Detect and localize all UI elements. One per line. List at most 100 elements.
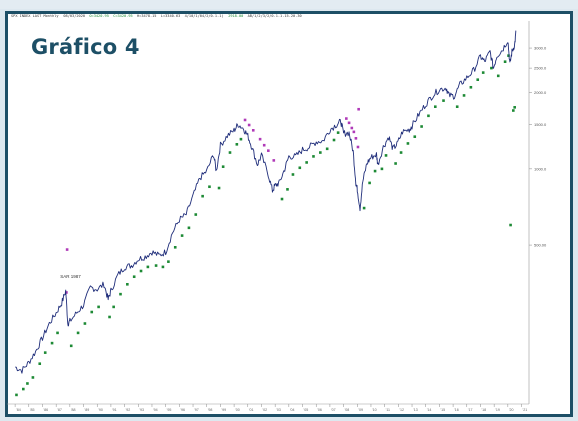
green-dot-44 bbox=[362, 206, 366, 210]
green-dot-2 bbox=[26, 382, 29, 385]
green-dot-51 bbox=[406, 142, 410, 145]
x-tick-label-22: '06 bbox=[317, 408, 322, 412]
y-tick-label-5: 500.00 bbox=[534, 243, 547, 248]
green-dot-28 bbox=[208, 185, 211, 189]
green-dot-22 bbox=[167, 260, 170, 263]
x-tick-label-0: '84 bbox=[16, 408, 21, 412]
x-tick-label-30: '14 bbox=[427, 408, 432, 412]
header-text-8: AB/1/2/3/2/0.1.1.15.20.30 bbox=[248, 14, 302, 18]
green-dot-3 bbox=[31, 376, 35, 379]
x-tick-label-21: '05 bbox=[304, 408, 309, 412]
green-dot-63 bbox=[496, 74, 500, 78]
green-dot-11 bbox=[90, 310, 94, 314]
green-dot-10 bbox=[83, 322, 87, 325]
green-dot-68 bbox=[509, 223, 512, 227]
header-text-1: 08/03/2020 bbox=[63, 14, 85, 18]
magenta-dot-10 bbox=[347, 121, 351, 125]
x-tick-label-20: '04 bbox=[290, 408, 295, 412]
magenta-dot-1 bbox=[65, 291, 68, 294]
green-dot-17 bbox=[132, 275, 136, 279]
y-axis-ticks: 3000.0 2500.0 2000.0 1500.0 1000.0 500.00 bbox=[529, 46, 547, 248]
magenta-dot-15 bbox=[357, 107, 360, 111]
green-dot-26 bbox=[194, 213, 198, 216]
y-tick-label-3: 1500.0 bbox=[534, 122, 547, 127]
header-text-6: 4/10/1/04/2/0.1.1) bbox=[185, 14, 224, 18]
green-dot-27 bbox=[201, 194, 204, 198]
y-tick-label-0: 3000.0 bbox=[534, 46, 547, 51]
green-dot-0 bbox=[15, 393, 18, 397]
x-tick-label-33: '17 bbox=[468, 408, 473, 412]
x-tick-label-31: '15 bbox=[440, 408, 445, 412]
magenta-dot-11 bbox=[350, 126, 354, 130]
green-dot-39 bbox=[312, 155, 315, 158]
green-dot-57 bbox=[455, 105, 459, 108]
green-dot-19 bbox=[146, 265, 150, 269]
green-dot-29 bbox=[217, 186, 221, 190]
x-tick-label-37: '21 bbox=[523, 408, 528, 412]
x-tick-label-12: '96 bbox=[180, 408, 185, 412]
green-dot-35 bbox=[286, 188, 289, 191]
green-dot-13 bbox=[108, 315, 111, 319]
green-dot-32 bbox=[235, 143, 239, 146]
x-tick-label-5: '89 bbox=[85, 408, 90, 412]
header-text-0: SPX INDEX LAST Monthly bbox=[11, 14, 59, 18]
magenta-dot-8 bbox=[272, 159, 276, 162]
chart-canvas: SPX INDEX LAST Monthly 08/03/2020 O=3420.9… bbox=[7, 14, 547, 412]
green-dot-25 bbox=[187, 226, 191, 230]
green-dot-38 bbox=[305, 161, 308, 164]
x-tick-label-13: '97 bbox=[194, 408, 199, 412]
x-tick-label-6: '90 bbox=[98, 408, 103, 412]
green-dot-30 bbox=[221, 165, 225, 168]
green-dot-42 bbox=[332, 138, 336, 142]
x-tick-label-7: '91 bbox=[112, 408, 117, 412]
green-dot-53 bbox=[420, 125, 423, 128]
green-dot-40 bbox=[319, 151, 322, 154]
x-tick-label-11: '95 bbox=[167, 408, 172, 412]
chart-grid bbox=[7, 21, 530, 405]
header-text-2: O=3420.95 bbox=[89, 14, 108, 18]
green-dot-60 bbox=[476, 78, 480, 81]
x-tick-label-15: '99 bbox=[221, 408, 226, 412]
x-tick-label-25: '09 bbox=[358, 408, 363, 412]
green-dot-31 bbox=[228, 151, 232, 154]
x-tick-label-2: '86 bbox=[43, 408, 48, 412]
x-axis-ticks: '84 '85 '86 '87 '88 '89 '90 '91 '92 '93 '94 '95 '96 '… bbox=[14, 404, 528, 412]
x-tick-label-19: '03 bbox=[276, 408, 281, 412]
x-tick-label-10: '94 bbox=[153, 408, 158, 412]
x-tick-label-8: '92 bbox=[126, 408, 131, 412]
green-dot-67 bbox=[513, 106, 516, 109]
x-tick-label-35: '19 bbox=[495, 408, 500, 412]
green-dot-12 bbox=[97, 305, 100, 309]
top-banner bbox=[0, 0, 578, 9]
magenta-dot-3 bbox=[247, 123, 251, 127]
x-tick-label-18: '02 bbox=[262, 408, 267, 412]
green-dot-49 bbox=[394, 162, 397, 165]
magenta-dot-6 bbox=[262, 143, 266, 147]
green-dot-15 bbox=[119, 292, 122, 296]
chart-header: SPX INDEX LAST Monthly 08/03/2020 O=3420.9… bbox=[11, 14, 302, 18]
header-text-3: C=3420.95 bbox=[113, 14, 132, 18]
green-dot-54 bbox=[427, 114, 430, 118]
green-dot-43 bbox=[336, 131, 340, 134]
y-tick-label-4: 1000.0 bbox=[534, 166, 547, 171]
x-tick-label-24: '08 bbox=[345, 408, 350, 412]
green-dot-6 bbox=[50, 341, 54, 345]
green-dot-66 bbox=[512, 109, 515, 112]
green-dot-33 bbox=[239, 137, 243, 141]
green-dot-5 bbox=[43, 351, 47, 354]
green-dot-37 bbox=[298, 166, 302, 170]
green-dot-36 bbox=[291, 173, 295, 176]
magenta-dot-9 bbox=[345, 117, 348, 120]
green-dot-50 bbox=[399, 151, 403, 154]
green-dot-14 bbox=[112, 305, 115, 309]
magenta-dot-12 bbox=[352, 130, 356, 134]
green-dot-24 bbox=[180, 234, 184, 237]
sar-annotation: SAR 1987 bbox=[60, 274, 81, 279]
green-dot-16 bbox=[126, 283, 129, 286]
x-tick-label-27: '11 bbox=[386, 408, 390, 412]
x-tick-label-14: '98 bbox=[208, 408, 213, 412]
y-tick-label-1: 2500.0 bbox=[534, 66, 547, 71]
magenta-dot-5 bbox=[258, 137, 262, 141]
magenta-dot-2 bbox=[243, 118, 247, 122]
magenta-dot-series bbox=[65, 107, 360, 294]
